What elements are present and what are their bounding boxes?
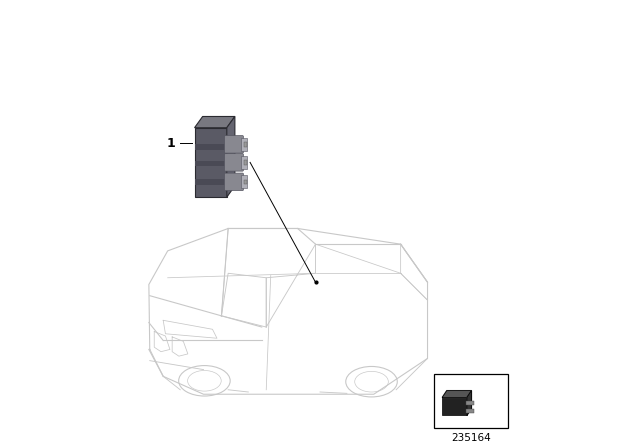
Bar <box>244 142 247 146</box>
Polygon shape <box>227 116 235 197</box>
FancyBboxPatch shape <box>225 136 243 153</box>
Bar <box>442 397 467 415</box>
Bar <box>466 409 474 413</box>
Bar <box>466 401 474 405</box>
Bar <box>195 161 227 167</box>
Bar <box>195 128 227 197</box>
Text: 235164: 235164 <box>451 433 491 443</box>
Bar <box>241 156 247 169</box>
Bar <box>435 374 508 428</box>
FancyBboxPatch shape <box>225 154 243 171</box>
Bar <box>244 160 247 165</box>
Bar <box>195 179 227 185</box>
Bar <box>244 180 247 184</box>
Polygon shape <box>467 391 472 415</box>
Polygon shape <box>195 116 235 128</box>
Text: 1: 1 <box>167 137 175 150</box>
Bar <box>241 175 247 188</box>
Bar <box>241 138 247 151</box>
FancyBboxPatch shape <box>225 173 243 190</box>
Bar <box>195 144 227 150</box>
Polygon shape <box>442 391 472 397</box>
